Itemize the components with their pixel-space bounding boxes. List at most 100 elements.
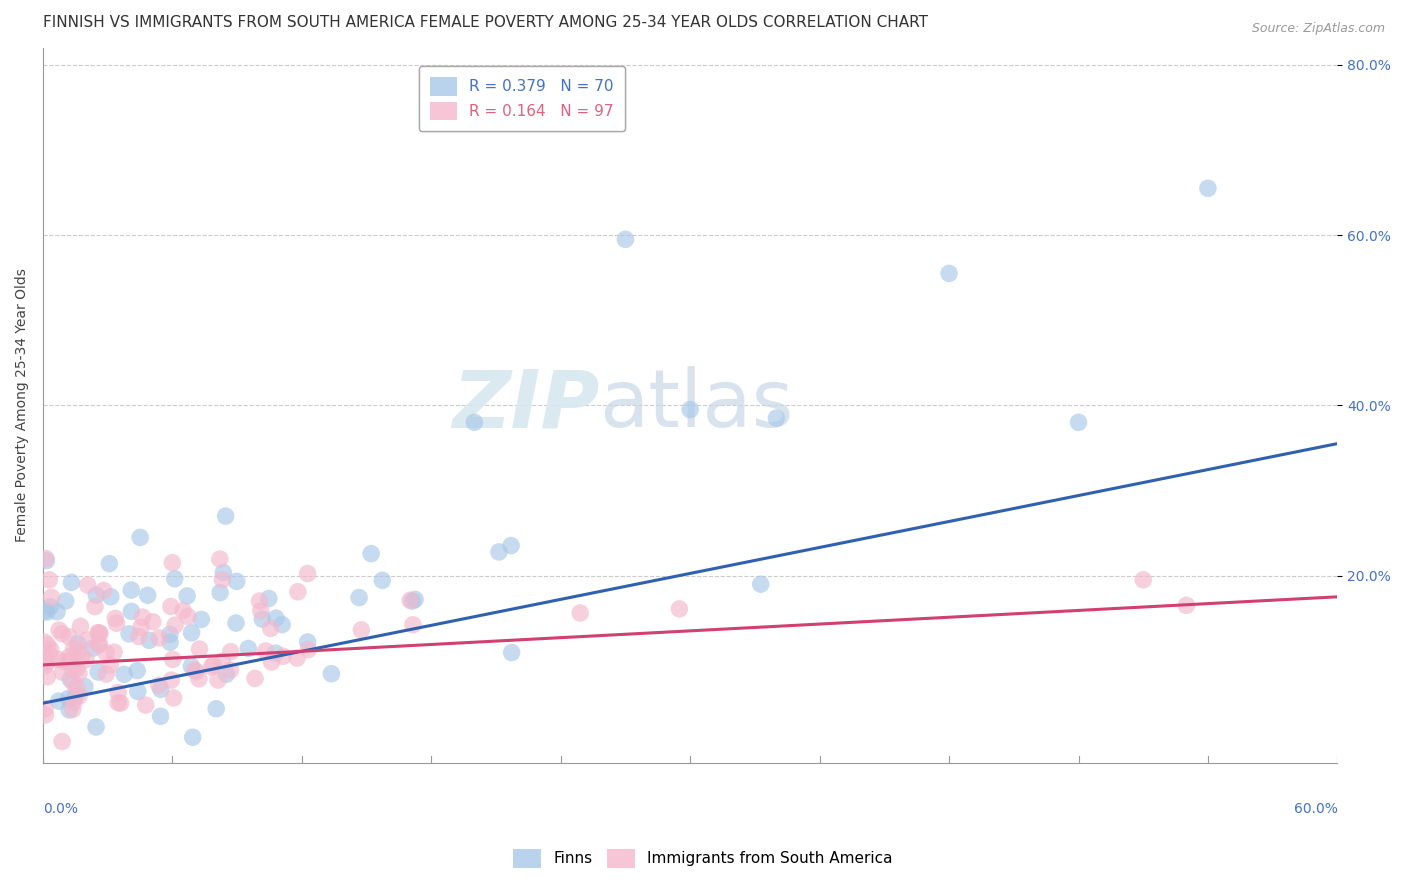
Point (219, 645, 242, 659)
Text: 0.0%: 0.0% (44, 802, 77, 816)
Point (180, 625, 202, 640)
Point (89, 626, 111, 640)
Point (1132, 573, 1154, 587)
Point (202, 657, 225, 672)
Point (58, 703, 80, 717)
Point (58, 649, 80, 664)
Point (46, 652, 69, 666)
Point (104, 611, 127, 625)
Point (501, 539, 523, 553)
Point (938, 266, 960, 280)
Point (110, 696, 132, 710)
Point (120, 604, 142, 618)
Point (399, 593, 422, 607)
Point (59, 672, 82, 686)
Point (51, 734, 73, 748)
Point (129, 530, 152, 544)
Point (127, 664, 149, 678)
Point (107, 696, 129, 710)
Point (257, 591, 280, 606)
Point (264, 611, 287, 625)
Point (118, 627, 141, 641)
Point (176, 589, 198, 603)
Text: FINNISH VS IMMIGRANTS FROM SOUTH AMERICA FEMALE POVERTY AMONG 25-34 YEAR OLDS CO: FINNISH VS IMMIGRANTS FROM SOUTH AMERICA… (44, 15, 928, 30)
Text: 60.0%: 60.0% (1294, 802, 1337, 816)
Point (159, 635, 181, 649)
Point (66, 636, 89, 650)
Point (163, 690, 186, 705)
Legend: Finns, Immigrants from South America: Finns, Immigrants from South America (508, 843, 898, 873)
Point (66, 661, 89, 675)
Point (96, 667, 118, 681)
Point (107, 685, 129, 699)
Point (149, 682, 172, 697)
Point (264, 646, 287, 660)
Point (162, 556, 184, 570)
Point (297, 642, 319, 657)
Point (260, 655, 283, 669)
Point (1067, 415, 1090, 429)
Point (84, 599, 107, 614)
Point (148, 631, 170, 645)
Point (225, 616, 247, 631)
Point (38, 647, 60, 661)
Text: atlas: atlas (599, 367, 794, 444)
Point (148, 678, 170, 692)
Point (614, 232, 637, 246)
Point (34, 701, 56, 715)
Point (200, 660, 222, 674)
Point (100, 590, 122, 604)
Point (371, 574, 394, 588)
Point (39, 599, 62, 614)
Point (211, 654, 233, 668)
Point (127, 684, 149, 698)
Point (128, 630, 150, 644)
Point (84, 588, 107, 602)
Point (35, 605, 58, 619)
Point (225, 574, 247, 589)
Text: ZIP: ZIP (453, 367, 599, 444)
Point (89, 626, 111, 640)
Point (70, 648, 93, 663)
Point (209, 585, 232, 599)
Point (34, 604, 56, 618)
Point (51, 665, 73, 680)
Point (177, 609, 200, 624)
Point (105, 616, 128, 631)
Point (172, 603, 194, 617)
Legend: R = 0.379   N = 70, R = 0.164   N = 97: R = 0.379 N = 70, R = 0.164 N = 97 (419, 66, 624, 131)
Point (89, 637, 111, 651)
Point (190, 612, 212, 626)
Point (297, 635, 319, 649)
Point (404, 592, 426, 607)
Point (749, 577, 772, 591)
Text: Source: ZipAtlas.com: Source: ZipAtlas.com (1251, 22, 1385, 36)
Point (67, 689, 90, 703)
Point (48, 694, 70, 708)
Point (165, 618, 187, 632)
Point (75, 653, 97, 667)
Point (87, 665, 110, 679)
Point (163, 572, 186, 586)
Point (138, 633, 160, 648)
Point (63, 690, 86, 704)
Point (488, 545, 510, 559)
Point (58, 654, 80, 668)
Point (159, 627, 181, 641)
Point (82, 641, 104, 656)
Point (211, 573, 233, 587)
Point (162, 652, 184, 666)
Point (183, 663, 205, 677)
Point (51, 626, 73, 640)
Point (186, 665, 208, 679)
Point (39, 642, 62, 657)
Point (214, 509, 236, 524)
Point (103, 645, 125, 659)
Point (765, 411, 787, 425)
Point (98, 658, 121, 673)
Point (271, 649, 294, 664)
Point (136, 588, 159, 602)
Point (160, 599, 183, 614)
Point (63, 695, 86, 709)
Point (120, 582, 142, 597)
